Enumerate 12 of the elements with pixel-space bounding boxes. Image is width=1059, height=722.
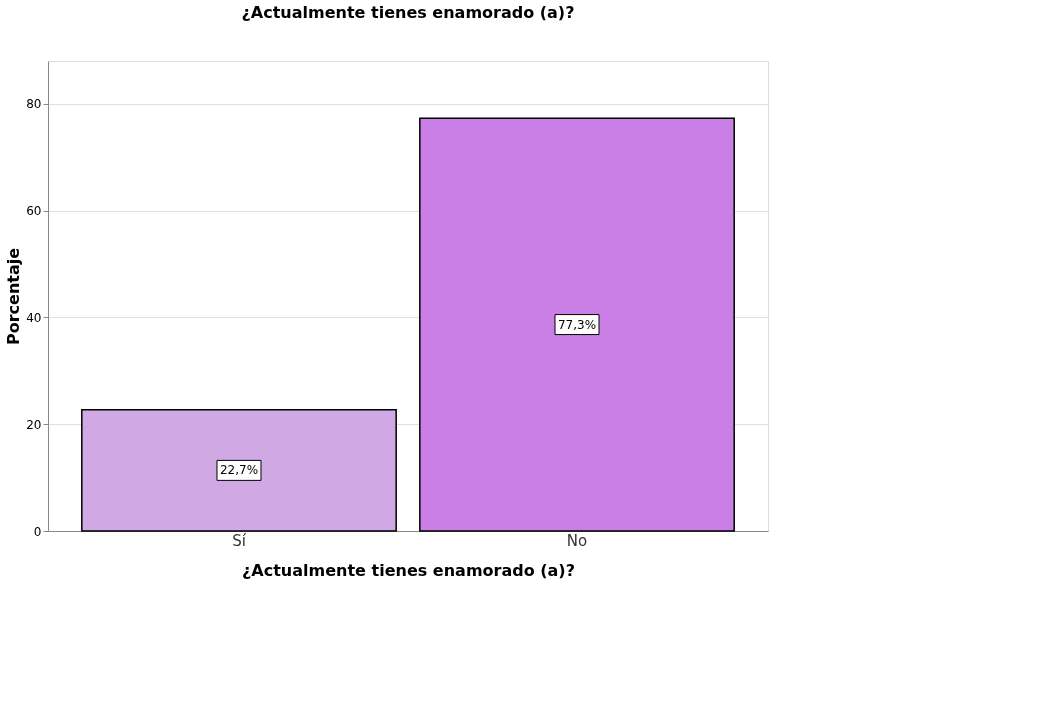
- chart-title: ¿Actualmente tienes enamorado (a)?: [241, 3, 575, 22]
- y-tick-label: 80: [26, 97, 42, 112]
- y-tick-label: 40: [26, 310, 42, 325]
- data-label: 22,7%: [219, 463, 259, 478]
- x-tick-label: No: [566, 531, 588, 550]
- y-tick-label: 20: [26, 417, 42, 432]
- x-axis-title: ¿Actualmente tienes enamorado (a)?: [242, 560, 575, 580]
- y-tick-label: 60: [26, 204, 42, 219]
- y-tick-label: 0: [33, 524, 42, 539]
- data-label: 77,3%: [557, 317, 597, 332]
- x-tick-label: Sí: [232, 531, 247, 550]
- y-axis-title: Porcentaje: [4, 247, 24, 346]
